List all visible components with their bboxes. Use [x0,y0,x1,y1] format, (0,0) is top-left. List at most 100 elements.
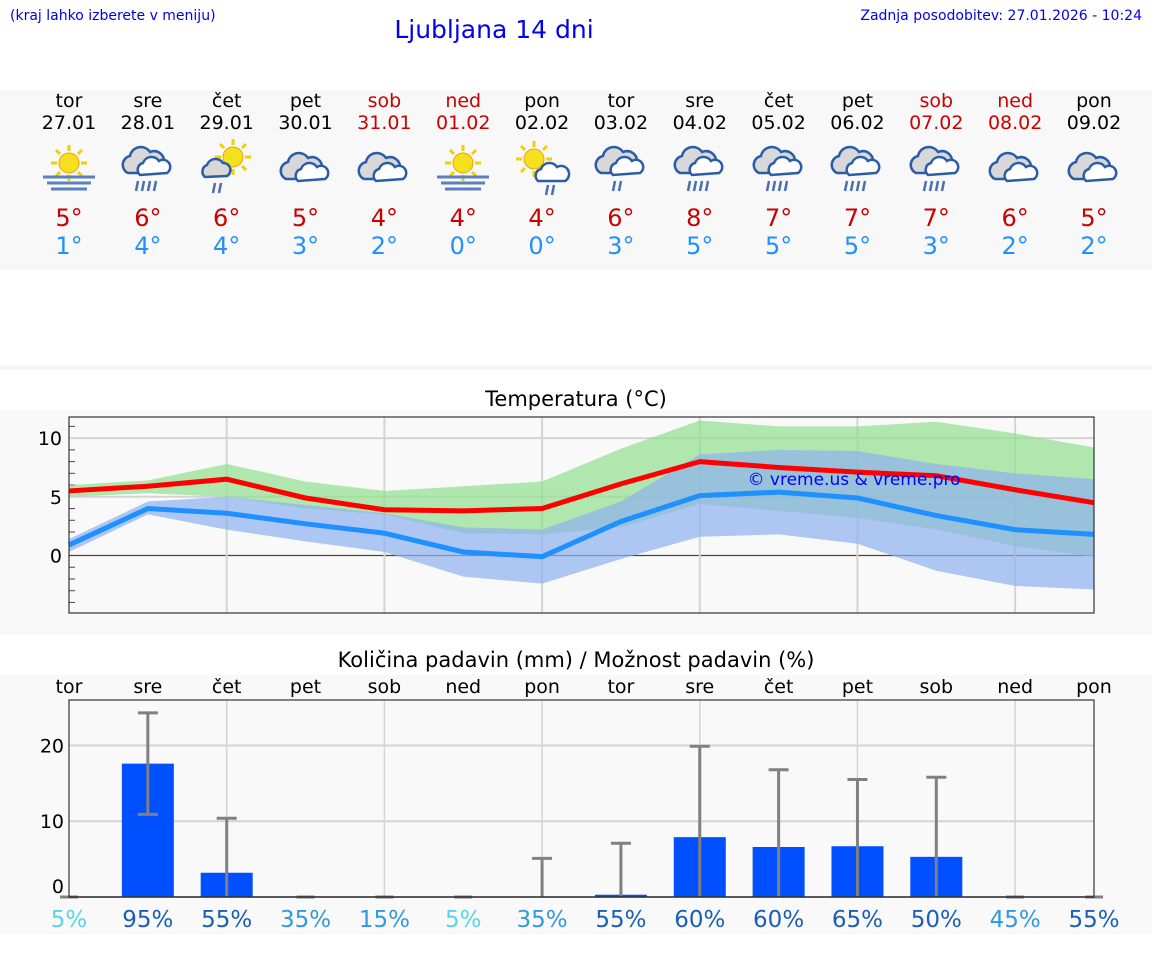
day-name: čet [211,90,242,112]
temp-min: 3° [291,232,320,260]
day-date: 09.02 [1066,112,1122,134]
cloudy-icon [279,151,329,183]
location-hint: (kraj lahko izberete v meniju) [10,8,216,24]
cloud-heavy-rain-icon [830,145,881,192]
cloud-heavy-rain-icon [673,145,724,192]
x-day-label: ned [445,676,481,698]
cloud-light-rain-icon [594,145,645,192]
temp-min: 0° [449,232,477,260]
day-date: 07.02 [909,112,964,134]
day-name: čet [763,90,794,112]
day-name: sob [367,90,402,112]
day-name: ned [445,90,482,112]
temp-max: 6° [134,204,162,232]
day-column: čet 29.01 6° 4° [187,90,267,260]
precip-probability: 55% [595,907,646,933]
day-column: sob 31.01 4° 2° [344,90,424,260]
plot-frame [68,699,1095,898]
day-column: tor 03.02 6° 3° [581,90,661,260]
day-date: 01.02 [436,112,491,134]
x-day-label: sre [133,676,162,698]
day-column: pon 09.02 5° 2° [1054,90,1134,260]
precip-probability: 15% [359,907,410,933]
y-tick-label: 10 [40,811,64,833]
day-column: ned 08.02 6° 2° [975,90,1055,260]
temp-max: 6° [1001,204,1029,232]
day-date: 30.01 [278,112,333,134]
precip-probability: 60% [674,907,725,933]
day-name: pet [841,90,874,112]
temp-max: 5° [55,204,83,232]
precipitation-chart-panel: 0 10 20 tor sre čet pet sob ned pon tor sre čet pet so… [0,675,1152,935]
cloud-heavy-rain-icon [121,145,172,192]
precip-probability: 35% [517,907,568,933]
temperature-chart: 0 5 10 © vreme.us & vreme.pro [38,416,1095,614]
x-day-label: pon [524,676,560,698]
temp-max: 6° [607,204,635,232]
x-day-label: sre [685,676,714,698]
day-name: tor [55,90,83,112]
day-name: sre [133,90,163,112]
cloud-heavy-rain-icon [909,145,960,192]
plot-frame [68,416,1095,614]
day-column: pon 02.02 4° 0° [502,90,582,260]
precip-probability: 95% [122,907,173,933]
weather-icon-wrap [187,134,267,204]
temp-max: 8° [686,204,714,232]
temperature-chart-panel: 0 5 10 © vreme.us & vreme.pro [0,410,1152,635]
temp-max: 5° [1080,204,1108,232]
temp-min: 3° [922,232,950,260]
x-day-label: tor [607,676,634,698]
day-name: sob [919,90,954,112]
min-temp-line [67,489,1095,560]
temp-min: 5° [686,232,714,260]
day-date: 03.02 [593,112,649,134]
day-column: pet 30.01 5° 3° [266,90,346,260]
temp-min: 2° [1080,232,1108,260]
watermark: © vreme.us & vreme.pro [747,470,960,490]
temp-max: 7° [843,204,872,232]
x-day-label: ned [997,676,1033,698]
temperature-chart-title: Temperatura (°C) [485,387,667,411]
day-column: sre 04.02 8° 5° [660,90,740,260]
cloud-heavy-rain-icon [752,145,803,192]
divider [0,365,1152,370]
temp-min: 2° [1001,232,1029,260]
cloudy-icon [1067,151,1118,183]
x-day-label: pon [1076,676,1112,698]
day-name: pet [289,90,322,112]
precip-probability: 60% [753,907,804,933]
weather-icon-wrap [817,134,897,204]
precip-probability: 5% [51,907,88,933]
day-name: ned [997,90,1034,112]
weather-icon-wrap [29,134,109,204]
day-date: 08.02 [987,112,1043,134]
weather-icon-wrap [660,134,740,204]
day-name: tor [607,90,635,112]
page-title: Ljubljana 14 dni [394,15,594,44]
daily-forecast-panel: tor 27.01 5° 1° sre 28.01 6° 4° čet 29.01 6° 4° pet 3… [0,90,1152,270]
temp-min: 4° [134,232,162,260]
y-tick-label: 20 [40,735,64,757]
day-date: 31.01 [357,112,412,134]
temp-min: 3° [607,232,635,260]
day-column: pet 06.02 7° 5° [817,90,897,260]
temp-max: 6° [213,204,241,232]
max-temp-line [68,459,1095,514]
day-column: sre 28.01 6° 4° [108,90,188,260]
cloudy-icon [357,151,408,183]
cloudy-icon [988,151,1039,183]
y-tick-label: 10 [38,428,62,450]
sun-cloud-light-rain-icon [514,139,571,196]
day-date: 28.01 [120,112,176,134]
day-name: pon [524,90,560,112]
temp-min: 4° [213,232,241,260]
x-day-label: čet [212,676,242,698]
x-day-label: tor [56,676,83,698]
last-updated: Zadnja posodobitev: 27.01.2026 - 10:24 [860,8,1142,24]
x-day-label: sob [920,676,954,698]
precip-probability: 55% [201,907,252,933]
sun-fog-icon [435,143,491,191]
precipitation-chart-title: Količina padavin (mm) / Možnost padavin … [337,648,815,672]
